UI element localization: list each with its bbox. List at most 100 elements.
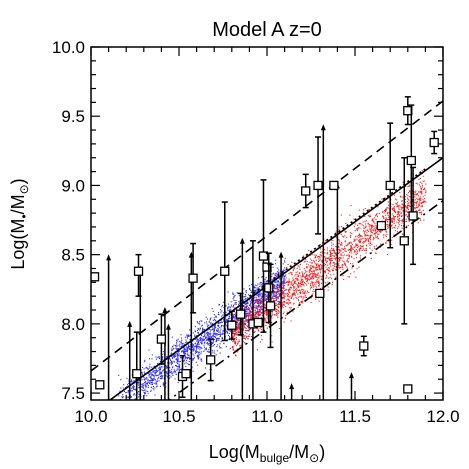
model-point [318, 258, 320, 260]
model-point [373, 225, 375, 227]
model-point [194, 334, 196, 336]
model-point [166, 356, 168, 358]
model-point [276, 312, 278, 314]
model-point [159, 375, 161, 377]
model-point [257, 305, 259, 307]
model-point [301, 300, 303, 302]
model-point [321, 259, 323, 261]
model-point [245, 292, 247, 294]
model-point [306, 271, 308, 273]
model-point [300, 293, 302, 295]
model-point [304, 276, 306, 278]
observed-point [385, 122, 395, 249]
upper-limit-marker [165, 323, 171, 400]
model-point [401, 200, 403, 202]
model-point [275, 312, 277, 314]
model-point [180, 342, 182, 344]
model-point [393, 218, 395, 220]
model-point [305, 274, 307, 276]
model-point [271, 296, 273, 298]
model-point [238, 301, 240, 303]
model-point [207, 332, 209, 334]
model-point [188, 364, 190, 366]
model-point [330, 260, 332, 262]
model-point [418, 198, 420, 200]
model-point [245, 307, 247, 309]
model-point [300, 301, 302, 303]
model-point [212, 335, 214, 337]
model-point [341, 264, 343, 266]
model-point [247, 322, 249, 324]
model-point [385, 231, 387, 233]
model-point [272, 293, 274, 295]
model-point [348, 276, 350, 278]
model-point [329, 263, 331, 265]
model-point [374, 223, 376, 225]
model-point [153, 376, 155, 378]
model-point [170, 361, 172, 363]
model-point [244, 320, 246, 322]
model-point [331, 247, 333, 249]
model-point [375, 226, 377, 228]
model-point [177, 363, 179, 365]
model-point [288, 299, 290, 301]
model-point [191, 340, 193, 342]
model-point [419, 181, 421, 183]
model-point [278, 293, 280, 295]
model-point [283, 304, 285, 306]
model-point [244, 298, 246, 300]
model-point [246, 314, 248, 316]
model-point [245, 308, 247, 310]
model-point [171, 372, 173, 374]
model-point [165, 365, 167, 367]
square-marker [408, 211, 418, 221]
model-point [242, 323, 244, 325]
model-point [198, 358, 200, 360]
model-point [135, 394, 137, 396]
model-point [420, 206, 422, 208]
model-point [213, 350, 215, 352]
model-point [257, 287, 259, 289]
model-point [270, 311, 272, 313]
model-point [401, 215, 403, 217]
model-point [253, 289, 255, 291]
model-point [384, 209, 386, 211]
model-point [249, 308, 251, 310]
model-point [291, 261, 293, 263]
model-point [360, 240, 362, 242]
model-point [219, 352, 221, 354]
model-point [315, 273, 317, 275]
model-point [371, 249, 373, 251]
model-point [407, 207, 409, 209]
model-point [278, 307, 280, 309]
model-point [198, 356, 200, 358]
model-point [213, 314, 215, 316]
model-point [174, 371, 176, 373]
model-point [131, 381, 133, 383]
model-point [309, 288, 311, 290]
model-point [307, 282, 309, 284]
model-point [235, 334, 237, 336]
model-point [198, 354, 200, 356]
model-point [300, 275, 302, 277]
model-point [314, 254, 316, 256]
model-point [263, 299, 265, 301]
model-point [306, 292, 308, 294]
model-point [185, 350, 187, 352]
model-point [250, 308, 252, 310]
model-point [161, 375, 163, 377]
model-point [225, 329, 227, 331]
model-point [294, 275, 296, 277]
model-point [212, 337, 214, 339]
model-point [283, 296, 285, 298]
model-point [356, 257, 358, 259]
model-point [344, 248, 346, 250]
model-point [287, 281, 289, 283]
model-point [247, 301, 249, 303]
model-point [240, 300, 242, 302]
model-point [331, 270, 333, 272]
model-point [300, 301, 302, 303]
model-point [205, 339, 207, 341]
model-point [315, 269, 317, 271]
model-point [144, 385, 146, 387]
